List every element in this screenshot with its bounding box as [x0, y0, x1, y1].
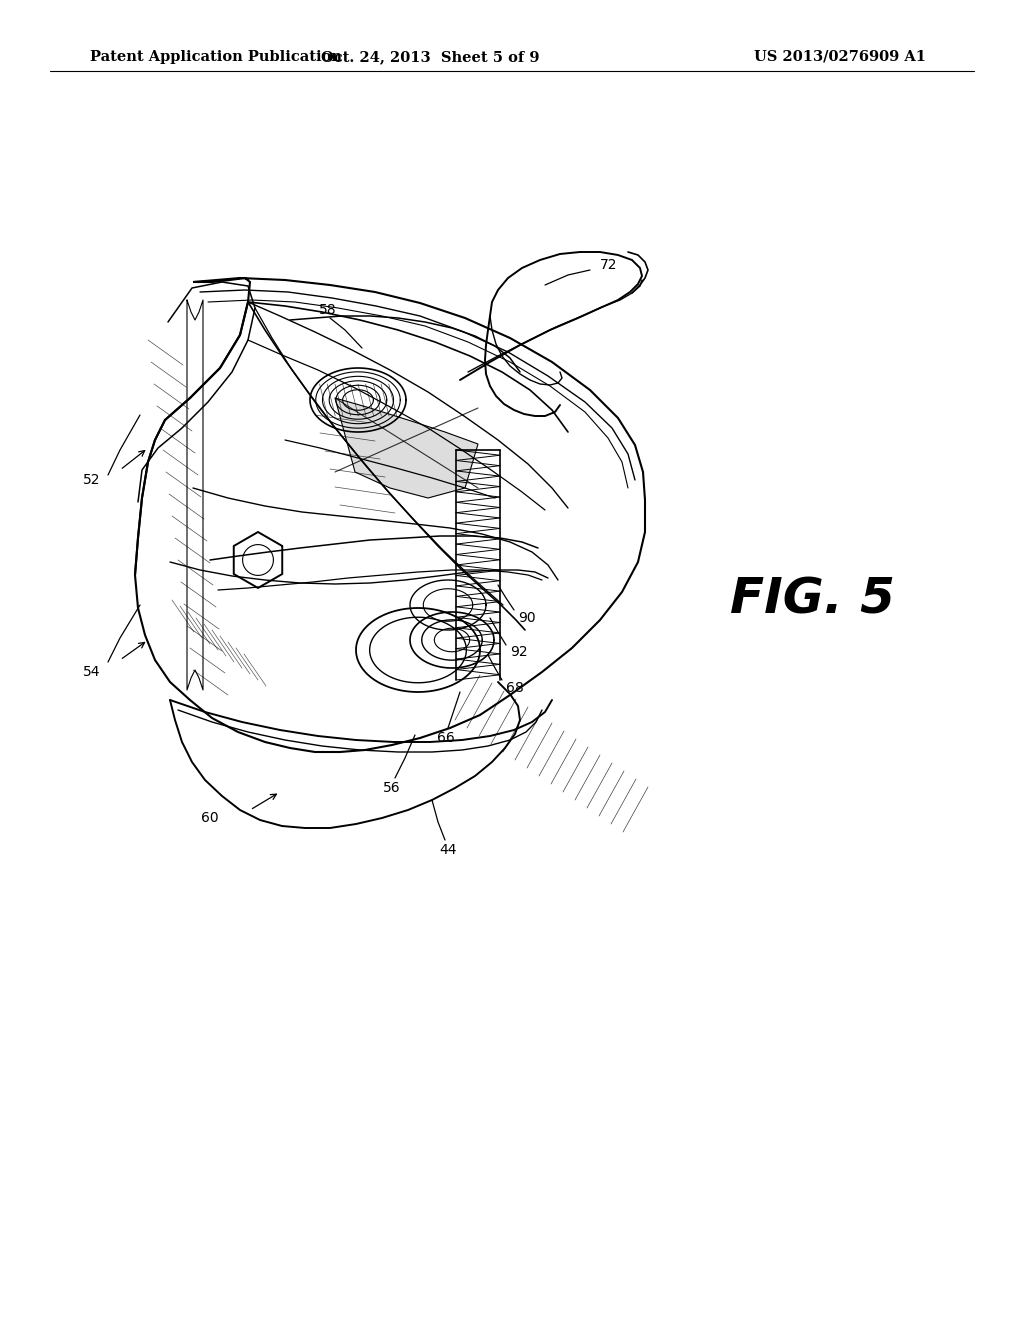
Text: 54: 54: [83, 665, 100, 678]
Text: Patent Application Publication: Patent Application Publication: [90, 50, 342, 63]
Text: 56: 56: [383, 781, 400, 795]
Text: 90: 90: [518, 611, 536, 624]
Text: 52: 52: [83, 473, 100, 487]
Text: 60: 60: [201, 810, 219, 825]
Text: FIG. 5: FIG. 5: [730, 576, 895, 624]
Text: 92: 92: [510, 645, 527, 659]
Polygon shape: [335, 399, 478, 498]
Text: 72: 72: [600, 257, 617, 272]
Polygon shape: [135, 279, 645, 752]
Text: 68: 68: [506, 681, 523, 696]
Text: 58: 58: [319, 304, 337, 317]
Text: 66: 66: [437, 731, 455, 744]
Text: Oct. 24, 2013  Sheet 5 of 9: Oct. 24, 2013 Sheet 5 of 9: [321, 50, 540, 63]
Text: US 2013/0276909 A1: US 2013/0276909 A1: [754, 50, 926, 63]
Text: 44: 44: [439, 843, 457, 857]
